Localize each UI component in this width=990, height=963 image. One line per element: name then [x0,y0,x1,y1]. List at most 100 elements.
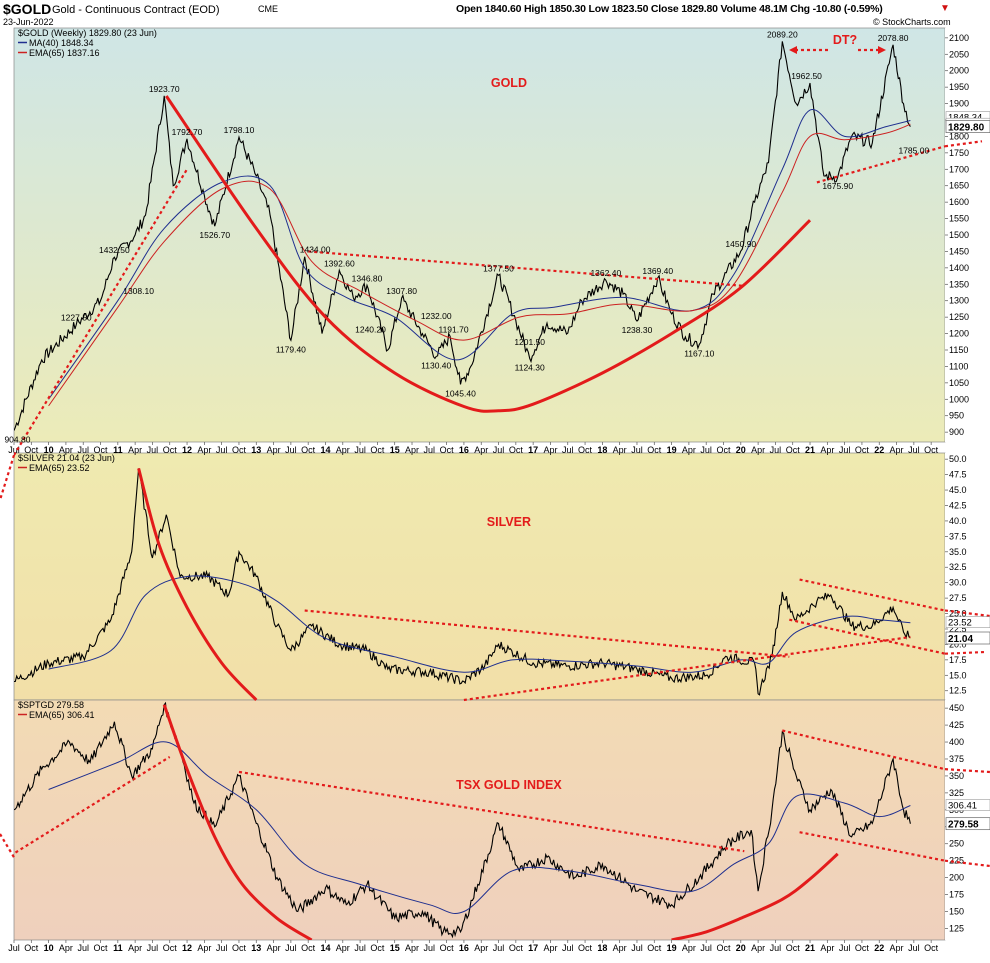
x-tick-label-gold: Apr [267,445,281,455]
point-label: 1201.50 [514,337,545,347]
y-tick-label: 175 [949,890,964,900]
exchange-name: CME [258,4,278,14]
x-tick-label-tsx: Oct [370,943,385,953]
last-price-box [945,817,990,831]
trendline-silver-lower_channel [789,618,945,655]
y-tick-label: 1150 [949,345,968,355]
y-tick-label: 22.5 [949,624,967,634]
y-tick-label: 1750 [949,148,969,158]
x-tick-label-tsx: Oct [440,943,455,953]
legend-entry: $SILVER 21.04 (23 Jun) [18,453,115,463]
x-tick-label-tsx: 15 [390,943,400,953]
ema-series-silver [48,575,911,673]
last-price-label: 279.58 [948,820,979,831]
point-label: 1238.30 [622,325,653,335]
x-tick-label-tsx: Apr [543,943,557,953]
point-label: 1962.50 [791,71,822,81]
panel-title-silver: SILVER [487,515,531,529]
y-tick-label: 1950 [949,82,969,92]
x-tick-label-tsx: Apr [890,943,904,953]
point-label: 1434.00 [300,245,331,255]
x-tick-label-tsx: Apr [751,943,765,953]
y-tick-label: 25.0 [949,609,967,619]
price-series-gold [14,41,911,431]
x-tick-label-tsx: Oct [163,943,178,953]
y-tick-label: 450 [949,703,964,713]
point-label: 1785.00 [898,145,929,155]
x-tick-label-gold: Oct [24,445,39,455]
panel-silver: 12.5 15.0 17.5 20.0 22.5 25.0 27.5 30.0 32.5 35.0… [13,452,990,701]
x-tick-label-tsx: Jul [770,943,782,953]
x-tick-label-tsx: Jul [700,943,712,953]
y-tick-label: 42.5 [949,500,967,510]
y-tick-label: 425 [949,720,964,730]
x-tick-label-gold: Apr [128,445,142,455]
point-label: 2078.80 [878,33,909,43]
panel-background [13,27,946,443]
x-tick-label-tsx: Jul [908,943,920,953]
x-tick-label-gold: Oct [301,445,316,455]
x-tick-label-tsx: Oct [94,943,109,953]
x-tick-label-gold: 22 [874,445,884,455]
x-tick-label-gold: Jul [77,445,89,455]
x-tick-label-tsx: Apr [613,943,627,953]
x-tick-label-gold: Oct [786,445,801,455]
point-label: 1227.50 [61,313,92,323]
trendline-gold-uptrend [14,168,188,456]
x-tick-label-tsx: Apr [197,943,211,953]
x-tick-label-tsx: Oct [855,943,870,953]
x-tick-label-tsx: 22 [874,943,884,953]
y-tick-label: 1350 [949,279,969,289]
x-tick-label-gold: 15 [390,445,400,455]
point-label: 904.80 [4,435,30,445]
x-tick-label-tsx: Oct [509,943,524,953]
y-tick-label: 2050 [949,49,969,59]
price-series-silver [14,468,911,696]
x-tick-label-tsx: Oct [232,943,247,953]
ema-series-tsx [48,741,911,914]
y-tick-label: 15.0 [949,670,967,680]
legend-entry: $GOLD (Weekly) 1829.80 (23 Jun) [18,28,157,38]
point-label: 1792.70 [172,127,203,137]
last-value-label: 306.41 [948,800,977,811]
x-tick-label-tsx: Apr [59,943,73,953]
ohlc-readout: Open 1840.60 High 1850.30 Low 1823.50 Cl… [456,3,883,15]
change-down-icon: ▼ [940,3,950,14]
trendline-silver-arc [137,468,258,702]
trendline-tsx-lower-ext [944,859,990,868]
x-tick-label-tsx: 13 [251,943,261,953]
trendline-silver-upper-ext [944,609,990,618]
x-tick-label-tsx: Jul [562,943,574,953]
x-tick-label-gold: Apr [613,445,627,455]
legend-entry: MA(40) 1848.34 [29,38,94,48]
y-tick-label: 250 [949,839,964,849]
x-tick-label-gold: Apr [59,445,73,455]
trendline-silver-lower-ext [944,650,986,655]
y-tick-label: 350 [949,771,964,781]
panel-gold: 900 950 1000 1050 1100 1150 1200 1250 1300 1350 14… [13,27,990,443]
point-label: 1167.10 [684,348,714,358]
trendline-tsx-lower_arc [671,852,839,940]
y-tick-label: 950 [949,411,964,421]
x-tick-label-gold: Apr [474,445,488,455]
last-price-label: 1829.80 [948,123,985,134]
last-price-box [945,631,990,645]
x-tick-label-tsx: 16 [459,943,469,953]
x-tick-label-tsx: Jul [493,943,505,953]
x-tick-label-tsx: Jul [147,943,159,953]
x-tick-label-gold: Jul [562,445,574,455]
y-tick-label: 2100 [949,33,969,43]
point-label: 1526.70 [199,230,230,240]
panel-background [13,699,946,941]
x-tick-label-tsx: 18 [597,943,607,953]
last-value-box [945,616,990,628]
x-tick-label-gold: Jul [631,445,643,455]
last-price-box [945,120,990,133]
x-tick-label-gold: Apr [820,445,834,455]
point-label: 1432.50 [99,245,130,255]
point-label: 1240.20 [355,324,386,334]
point-label: 2089.20 [767,29,798,39]
legend-entry: EMA(65) 23.52 [29,463,90,473]
x-tick-label-tsx: Apr [336,943,350,953]
x-tick-label-gold: Jul [424,445,436,455]
